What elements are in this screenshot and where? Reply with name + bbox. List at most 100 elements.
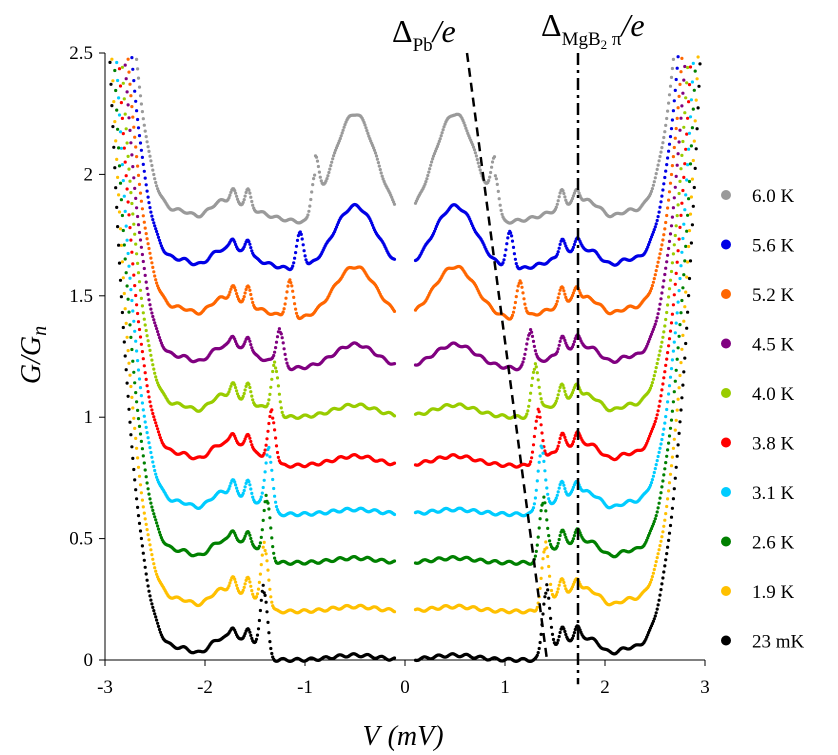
data-point bbox=[686, 116, 690, 120]
data-point bbox=[392, 461, 397, 465]
data-point bbox=[282, 347, 286, 351]
data-point bbox=[145, 334, 149, 338]
data-point bbox=[650, 284, 655, 288]
data-point bbox=[264, 461, 268, 465]
data-point bbox=[258, 541, 262, 545]
data-point bbox=[233, 240, 237, 244]
data-point bbox=[274, 505, 279, 509]
data-point bbox=[656, 215, 660, 219]
data-point bbox=[267, 398, 271, 402]
data-point bbox=[562, 191, 566, 196]
data-point bbox=[113, 120, 117, 124]
data-point bbox=[266, 501, 270, 505]
data-point bbox=[249, 439, 253, 444]
data-point bbox=[687, 83, 692, 87]
data-point bbox=[675, 66, 679, 70]
data-point bbox=[662, 182, 666, 186]
data-point bbox=[127, 70, 131, 74]
data-point bbox=[247, 337, 251, 341]
data-point bbox=[233, 577, 237, 581]
data-point bbox=[677, 191, 681, 196]
data-point bbox=[118, 181, 123, 185]
data-point bbox=[233, 383, 237, 387]
data-point bbox=[558, 191, 562, 195]
data-point bbox=[674, 271, 678, 275]
data-point bbox=[148, 154, 152, 158]
data-point bbox=[136, 76, 141, 80]
data-point bbox=[269, 595, 273, 599]
data-point bbox=[126, 349, 130, 353]
data-point bbox=[392, 610, 397, 614]
data-point bbox=[672, 196, 676, 200]
data-point bbox=[249, 390, 253, 394]
data-point bbox=[325, 177, 329, 181]
data-point bbox=[648, 289, 653, 293]
data-point bbox=[241, 297, 245, 301]
data-point bbox=[133, 284, 137, 288]
data-point bbox=[142, 461, 146, 465]
data-point bbox=[131, 165, 135, 169]
data-point bbox=[673, 88, 677, 92]
data-point bbox=[689, 144, 694, 148]
data-point bbox=[125, 90, 129, 94]
data-point bbox=[343, 123, 347, 127]
data-point bbox=[148, 303, 152, 307]
data-point bbox=[546, 492, 550, 496]
data-point bbox=[442, 125, 446, 129]
data-point bbox=[651, 280, 656, 284]
data-point bbox=[129, 141, 133, 145]
data-point bbox=[260, 553, 264, 557]
data-point bbox=[130, 395, 134, 399]
data-point bbox=[652, 519, 656, 524]
data-point bbox=[332, 154, 336, 158]
data-point bbox=[149, 159, 153, 163]
data-point bbox=[248, 483, 252, 487]
data-point bbox=[513, 300, 518, 305]
data-point bbox=[136, 173, 141, 177]
data-point bbox=[562, 239, 566, 243]
data-point bbox=[311, 183, 315, 187]
data-point bbox=[306, 213, 310, 217]
data-point bbox=[304, 258, 308, 262]
data-point bbox=[140, 252, 144, 257]
data-point bbox=[658, 252, 662, 256]
data-point bbox=[652, 277, 656, 281]
data-point bbox=[146, 145, 150, 149]
data-point bbox=[679, 116, 683, 120]
data-point bbox=[137, 230, 142, 235]
data-point bbox=[271, 545, 275, 549]
data-point bbox=[673, 136, 677, 140]
data-point bbox=[250, 491, 254, 495]
data-point bbox=[562, 336, 566, 340]
data-point bbox=[661, 238, 665, 242]
data-point bbox=[556, 490, 560, 494]
data-point bbox=[139, 439, 143, 443]
data-point bbox=[121, 81, 125, 85]
data-point bbox=[544, 509, 548, 513]
data-point bbox=[234, 242, 238, 247]
data-point bbox=[153, 418, 157, 422]
data-point bbox=[427, 170, 431, 174]
data-point bbox=[126, 200, 130, 204]
data-point bbox=[392, 414, 397, 418]
data-point bbox=[676, 249, 680, 253]
data-point bbox=[686, 65, 690, 70]
data-point bbox=[657, 307, 661, 311]
data-point bbox=[139, 491, 143, 495]
data-point bbox=[376, 161, 380, 165]
data-point bbox=[652, 470, 656, 475]
data-point bbox=[123, 160, 127, 164]
data-point bbox=[661, 285, 665, 289]
data-point bbox=[241, 588, 245, 592]
data-point bbox=[282, 307, 286, 311]
data-point bbox=[147, 395, 151, 399]
data-point bbox=[150, 163, 154, 168]
data-point bbox=[676, 152, 680, 156]
data-point bbox=[292, 295, 296, 299]
data-point bbox=[123, 112, 127, 116]
data-point bbox=[268, 392, 272, 396]
data-point bbox=[128, 179, 132, 183]
data-point bbox=[667, 384, 672, 388]
data-point bbox=[378, 168, 382, 172]
data-point bbox=[125, 335, 129, 339]
